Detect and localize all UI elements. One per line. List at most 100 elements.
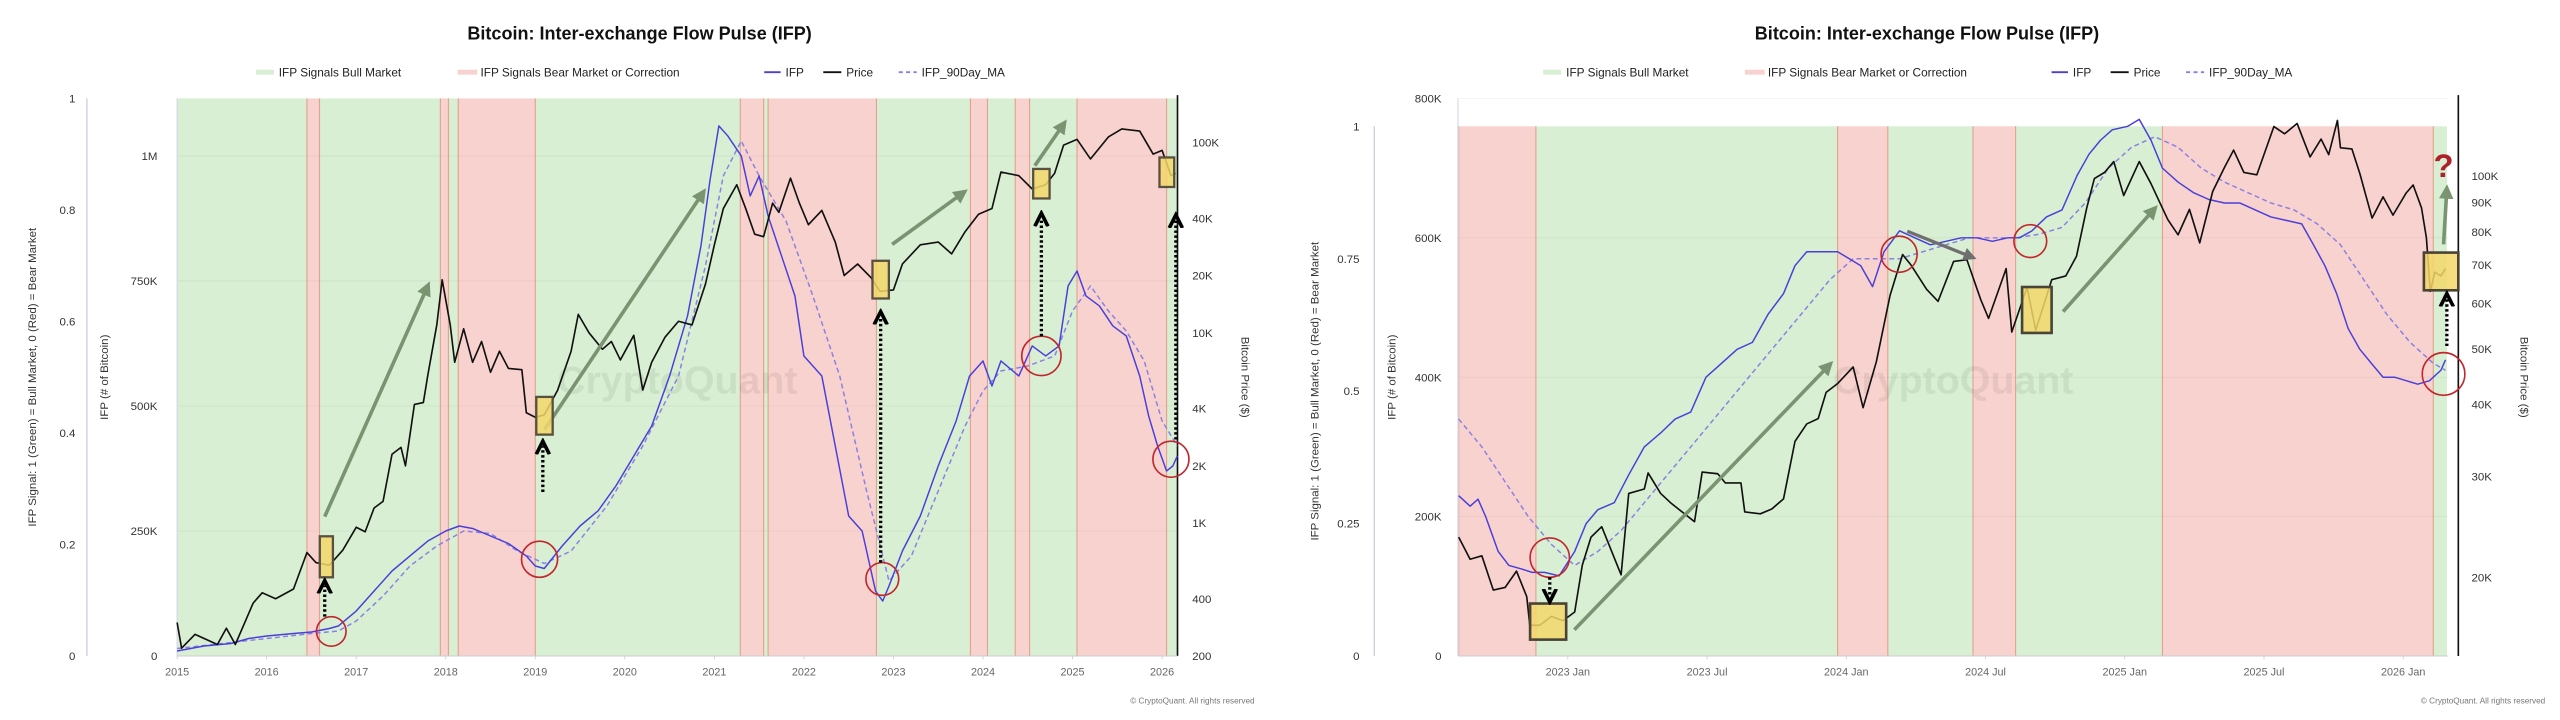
series-ifp	[1458, 118, 2447, 577]
highlight-box	[318, 535, 335, 579]
ifp-tick-label: 0	[1435, 651, 1441, 663]
price-tick-label: 40K	[2471, 400, 2492, 412]
chart-right: Bitcoin: Inter-exchange Flow Pulse (IFP)…	[1310, 23, 2546, 705]
bear-region	[440, 98, 449, 657]
bull-region	[177, 98, 307, 657]
x-tick-label: 2024 Jan	[1824, 667, 1868, 679]
ifp-tick-label: 200K	[1415, 512, 1442, 524]
legend-swatch	[457, 69, 478, 75]
legend: IFP Signals Bull Market IFP Signals Bear …	[1543, 65, 2292, 79]
x-tick-label: 2025	[1061, 667, 1085, 679]
signal-tick-label: 0.5	[1344, 386, 1360, 398]
ifp-tick-label: 750K	[131, 276, 158, 288]
signal-circle	[2421, 351, 2466, 397]
ifp-tick-label: 0	[151, 651, 157, 663]
x-tick-label: 2023	[881, 667, 905, 679]
legend-label: Price	[2134, 65, 2161, 79]
trend-arrow	[2061, 205, 2158, 313]
bull-region	[763, 98, 769, 657]
copyright-notice: © CryptoQuant. All rights reserved	[1130, 697, 1255, 706]
ifp-tick-label: 1M	[142, 151, 158, 163]
signal-tick-label: 0.75	[1337, 254, 1359, 266]
price-tick-label: 4K	[1192, 404, 1206, 416]
signal-tick-label: 0.6	[59, 317, 75, 329]
signal-tick-label: 0.25	[1337, 519, 1359, 531]
x-tick-label: 2015	[165, 667, 189, 679]
x-tick-label: 2024 Jul	[1965, 667, 2006, 679]
highlight-box	[2020, 285, 2053, 335]
bull-region	[535, 98, 741, 657]
bull-region	[448, 98, 459, 657]
series-line	[177, 140, 1178, 650]
signal-tick-label: 0.2	[59, 540, 75, 552]
legend-label: IFP Signals Bear Market or Correction	[1768, 65, 1967, 79]
signal-tick-label: 1	[1353, 121, 1359, 133]
price-tick-label: 90K	[2471, 197, 2492, 209]
bull-region	[876, 98, 971, 657]
watermark-logo: CryptoQuant	[1833, 359, 2073, 403]
legend-bear[interactable]: IFP Signals Bear Market or Correction	[1744, 65, 1967, 79]
legend-bear[interactable]: IFP Signals Bear Market or Correction	[457, 65, 680, 79]
signal-circle	[315, 615, 347, 647]
price-tick-label: 40K	[1192, 213, 1213, 225]
trend-arrow	[542, 188, 706, 431]
x-tick-label: 2022	[792, 667, 816, 679]
legend: IFP Signals Bull Market IFP Signals Bear …	[255, 65, 1005, 79]
legend-label: IFP Signals Bull Market	[1566, 65, 1689, 79]
bull-region	[1887, 126, 1973, 657]
signal-tick-label: 1	[69, 94, 75, 106]
signal-circle	[1152, 440, 1190, 479]
legend-label: IFP	[2073, 65, 2091, 79]
legend-ifp[interactable]: IFP	[764, 65, 804, 79]
signal-circle	[520, 540, 559, 579]
signal-regions	[176, 98, 1178, 657]
legend-label: IFP_90Day_MA	[922, 65, 1005, 79]
x-tick-label: 2026 Jan	[2381, 667, 2426, 679]
x-tick-label: 2016	[255, 667, 279, 679]
legend-ifp-ma[interactable]: IFP_90Day_MA	[2186, 65, 2292, 79]
trend-arrow	[2439, 184, 2454, 245]
price-tick-label: 100K	[2471, 171, 2498, 183]
price-tick-label: 70K	[2471, 260, 2492, 272]
x-tick-label: 2017	[344, 667, 368, 679]
highlight-box	[1158, 156, 1176, 189]
annotations-left	[315, 119, 1190, 647]
bull-region	[1166, 98, 1178, 657]
series-ifp	[176, 125, 1178, 652]
bear-region	[1015, 98, 1030, 657]
price-tick-label: 60K	[2471, 299, 2492, 311]
series-ifp-90day-ma	[1458, 136, 2446, 567]
ifp-axis-title: IFP (# of Bitcoin)	[1387, 334, 1399, 419]
bull-region	[1535, 126, 1838, 657]
highlight-box	[871, 259, 891, 300]
signal-circle	[865, 561, 900, 597]
legend-ifp[interactable]: IFP	[2051, 65, 2092, 79]
bull-region	[2015, 126, 2163, 657]
ifp-tick-label: 500K	[131, 401, 158, 413]
legend-price[interactable]: Price	[2110, 65, 2161, 79]
x-tick-label: 2024	[971, 667, 995, 679]
signal-tick-label: 0	[69, 651, 75, 663]
legend-price[interactable]: Price	[823, 65, 874, 79]
legend-ifp-ma[interactable]: IFP_90Day_MA	[898, 65, 1005, 79]
price-tick-label: 2K	[1192, 461, 1206, 473]
x-tick-label: 2019	[523, 667, 547, 679]
signal-tick-label: 0	[1353, 651, 1359, 663]
bull-region	[987, 98, 1016, 657]
x-tick-label: 2025 Jul	[2244, 667, 2285, 679]
legend-bull[interactable]: IFP Signals Bull Market	[1543, 65, 1689, 79]
series-line	[176, 125, 1178, 652]
legend-swatch	[255, 69, 274, 75]
bear-region	[1972, 126, 2016, 657]
question-mark: ?	[2434, 147, 2454, 184]
ifp-axis-title: IFP (# of Bitcoin)	[99, 334, 111, 419]
legend-label: IFP Signals Bear Market or Correction	[481, 65, 680, 79]
annotations-right: ?	[1528, 147, 2466, 641]
bear-region	[1458, 126, 1536, 657]
legend-bull[interactable]: IFP Signals Bull Market	[255, 65, 402, 79]
series-ifp-90day-ma	[177, 140, 1178, 650]
trend-arrow	[1906, 229, 1977, 261]
trend-arrow	[1573, 360, 1834, 632]
ifp-tick-label: 250K	[131, 526, 158, 538]
x-tick-label: 2023 Jul	[1687, 667, 1728, 679]
